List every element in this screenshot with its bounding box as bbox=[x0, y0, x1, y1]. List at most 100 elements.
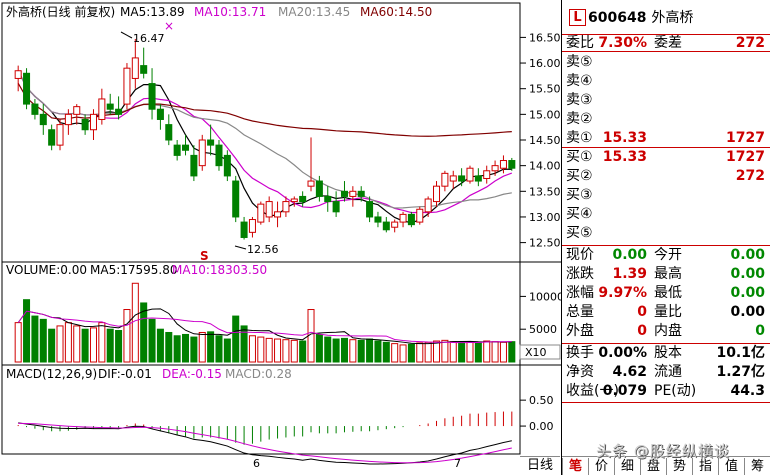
ma20-label: MA20:13.45 bbox=[278, 5, 350, 19]
quote-tab[interactable]: 势 bbox=[666, 458, 692, 475]
quote-row: 涨幅 9.97% 最低 0.00 bbox=[562, 284, 770, 303]
quote-value2: 1727 bbox=[726, 130, 765, 146]
quote-label: 卖④ bbox=[566, 73, 593, 89]
candle-down bbox=[407, 213, 415, 226]
quote-row: 买⑤ bbox=[562, 224, 770, 243]
volume-bar bbox=[106, 328, 114, 363]
quote-tab[interactable]: 价 bbox=[588, 458, 614, 475]
volume-bar bbox=[441, 339, 449, 363]
quote-tab[interactable]: 指 bbox=[692, 458, 718, 475]
low-annotation: 12.56 bbox=[247, 243, 279, 256]
volume-bar bbox=[56, 325, 64, 363]
volume-bar bbox=[374, 340, 382, 363]
quote-row: 外盘 0 内盘 0 bbox=[562, 322, 770, 341]
quote-label: 卖② bbox=[566, 111, 593, 127]
volume-bar bbox=[190, 336, 198, 363]
candle-up bbox=[198, 139, 206, 167]
quote-label: 外盘 bbox=[566, 323, 594, 339]
volume-label: VOLUME:0.00 bbox=[6, 263, 87, 277]
candle-down bbox=[324, 195, 332, 203]
candle-down bbox=[207, 139, 215, 146]
quote-value: 15.33 bbox=[602, 149, 647, 165]
candle-up bbox=[391, 221, 399, 228]
quote-row: 卖⑤ bbox=[562, 53, 770, 72]
volume-bar bbox=[165, 331, 173, 363]
price-tick-label: 16.50 bbox=[529, 31, 561, 44]
quote-label: 现价 bbox=[566, 247, 594, 263]
candle-up bbox=[483, 170, 491, 179]
macd-tick-label: 0.50 bbox=[529, 394, 554, 407]
volume-bar bbox=[407, 343, 415, 363]
candle-up bbox=[257, 203, 265, 223]
candle-down bbox=[23, 72, 31, 105]
candle-down bbox=[357, 190, 365, 197]
volume-bar bbox=[31, 315, 39, 363]
quote-label: 涨幅 bbox=[566, 285, 594, 301]
candle-down bbox=[215, 144, 223, 167]
daily-line-tab[interactable]: 日线 bbox=[520, 456, 560, 476]
volume-bar bbox=[98, 322, 106, 363]
stock-title: 600648 外高桥 bbox=[588, 9, 693, 27]
candle-up bbox=[399, 213, 407, 223]
quote-tab[interactable]: 笔 bbox=[562, 458, 588, 475]
quote-value2: 0.00 bbox=[730, 247, 765, 263]
candle-down bbox=[382, 221, 390, 231]
volume-bar bbox=[173, 335, 181, 363]
quote-value2: 1727 bbox=[726, 149, 765, 165]
candle-up bbox=[441, 172, 449, 187]
quote-tab[interactable]: 盘 bbox=[640, 458, 666, 475]
quote-separator bbox=[562, 51, 770, 52]
quote-separator bbox=[562, 147, 770, 148]
candle-down bbox=[232, 180, 240, 218]
macd-value-label: MACD:0.28 bbox=[225, 367, 292, 381]
candle-up bbox=[131, 57, 139, 79]
volume-tick-label: 10000 bbox=[529, 290, 561, 303]
candle-down bbox=[508, 160, 516, 169]
quote-label2: 流通 bbox=[654, 364, 682, 380]
quote-row: 涨跌 1.39 最高 0.00 bbox=[562, 265, 770, 284]
quote-row: 净资 4.62 流通 1.27亿 bbox=[562, 363, 770, 382]
volume-bar bbox=[215, 335, 223, 363]
dif-line bbox=[18, 422, 512, 465]
high-annotation: 16.47 bbox=[133, 32, 165, 45]
quote-value2: 0.00 bbox=[730, 266, 765, 282]
volume-bar bbox=[207, 331, 215, 363]
quote-value: 9.97% bbox=[598, 285, 647, 301]
quote-label2: 量比 bbox=[654, 304, 682, 320]
candle-up bbox=[14, 70, 22, 79]
quote-label2: 股本 bbox=[654, 345, 682, 361]
volume-bar bbox=[483, 340, 491, 363]
volume-bar bbox=[466, 341, 474, 363]
quote-row: 买④ bbox=[562, 205, 770, 224]
volume-ma10-line bbox=[17, 310, 512, 344]
candle-up bbox=[424, 198, 432, 213]
candle-down bbox=[332, 201, 340, 213]
quote-tab[interactable]: 值 bbox=[718, 458, 744, 475]
quote-value: 15.33 bbox=[602, 130, 647, 146]
volume-bar bbox=[148, 318, 156, 363]
kline-chart[interactable]: 16.50 16.00 15.50 15.00 14.50 14.00 13.50 13.00… bbox=[0, 0, 561, 475]
candle-down bbox=[374, 216, 382, 223]
ma10-label: MA10:13.71 bbox=[194, 5, 266, 19]
candle-up bbox=[491, 165, 499, 172]
volume-bar bbox=[474, 342, 482, 363]
quote-row: 换手 0.00% 股本 10.1亿 bbox=[562, 344, 770, 363]
price-tick-label: 13.00 bbox=[529, 211, 561, 224]
volume-bar bbox=[399, 344, 407, 363]
ma60-label: MA60:14.50 bbox=[360, 5, 432, 19]
price-tick-label: 14.50 bbox=[529, 134, 561, 147]
volume-bar bbox=[382, 341, 390, 363]
quote-label2: 今开 bbox=[654, 247, 682, 263]
volume-bar bbox=[223, 338, 231, 363]
volume-bar bbox=[290, 339, 298, 363]
price-tick-label: 15.00 bbox=[529, 108, 561, 121]
quote-tab[interactable]: 细 bbox=[614, 458, 640, 475]
quote-tab[interactable]: 筹 bbox=[744, 458, 770, 475]
ma5-label: MA5:13.89 bbox=[120, 5, 185, 19]
quote-row: 卖① 15.33 1727 bbox=[562, 129, 770, 148]
candle-down bbox=[165, 124, 173, 141]
x-marker: × bbox=[164, 19, 174, 33]
quote-value2: 10.1亿 bbox=[716, 345, 765, 361]
volume-bar bbox=[64, 322, 72, 363]
quote-value2: 0 bbox=[755, 323, 765, 339]
